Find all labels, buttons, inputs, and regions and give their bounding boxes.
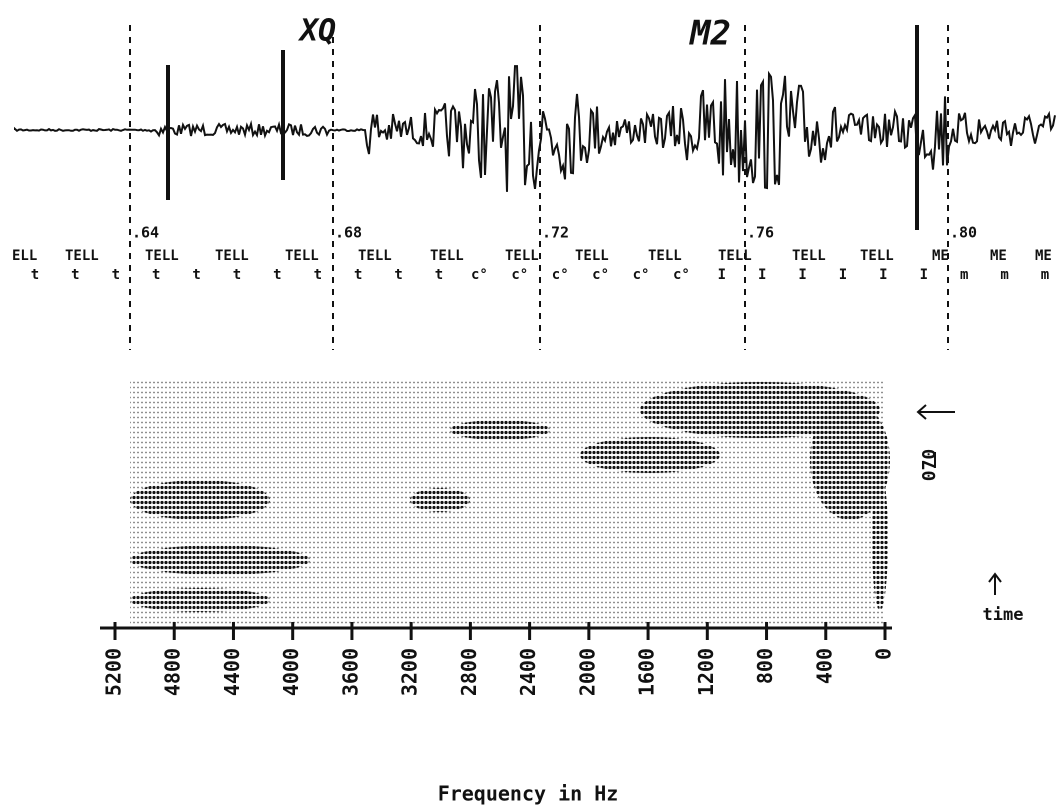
time-mark: .72 bbox=[542, 224, 569, 242]
phone-label: t bbox=[152, 267, 160, 283]
phone-label: t bbox=[354, 267, 362, 283]
phone-label: I bbox=[718, 267, 726, 283]
word-label: ELL bbox=[12, 248, 37, 264]
time-mark: .76 bbox=[747, 224, 774, 242]
word-label: TELL bbox=[718, 248, 752, 264]
phone-label: t bbox=[435, 267, 443, 283]
phone-label: t bbox=[31, 267, 39, 283]
phone-label: I bbox=[920, 267, 928, 283]
phone-label: t bbox=[314, 267, 322, 283]
word-label: TELL bbox=[65, 248, 99, 264]
tick-label: 1600 bbox=[635, 648, 659, 696]
phone-label: m bbox=[960, 267, 968, 283]
time-mark: .64 bbox=[132, 224, 159, 242]
phone-label: c° bbox=[633, 267, 650, 283]
phone-label: I bbox=[879, 267, 887, 283]
word-label: ME bbox=[990, 248, 1007, 264]
word-label: TELL bbox=[648, 248, 682, 264]
phone-label: t bbox=[112, 267, 120, 283]
waveform bbox=[14, 65, 1056, 192]
tick-label: 5200 bbox=[102, 648, 126, 696]
tick-label: 3200 bbox=[398, 648, 422, 696]
tick-label: 2400 bbox=[516, 648, 540, 696]
word-label: ME bbox=[1035, 248, 1052, 264]
phone-label: c° bbox=[552, 267, 569, 283]
word-label: TELL bbox=[792, 248, 826, 264]
phone-label: c° bbox=[592, 267, 609, 283]
spectrogram bbox=[100, 380, 892, 630]
tick-label: 4000 bbox=[279, 648, 303, 696]
phone-label: m bbox=[1041, 267, 1049, 283]
word-label: TELL bbox=[575, 248, 609, 264]
tick-label: 2000 bbox=[575, 648, 599, 696]
tick-label: 3600 bbox=[338, 648, 362, 696]
word-label: TELL bbox=[285, 248, 319, 264]
word-label: ME bbox=[932, 248, 949, 264]
phone-label: t bbox=[233, 267, 241, 283]
tick-label: 1200 bbox=[694, 648, 718, 696]
phone-label: I bbox=[839, 267, 847, 283]
phone-label: t bbox=[192, 267, 200, 283]
axis-title: Frequency in Hz bbox=[438, 782, 619, 805]
phone-label: c° bbox=[511, 267, 528, 283]
phone-label: I bbox=[758, 267, 766, 283]
word-label: TELL bbox=[860, 248, 894, 264]
word-label: TELL bbox=[505, 248, 539, 264]
tick-label: 400 bbox=[812, 648, 836, 684]
phone-label: t bbox=[71, 267, 79, 283]
word-label: TELL bbox=[430, 248, 464, 264]
time-mark: .68 bbox=[335, 224, 362, 242]
formant-regions bbox=[130, 382, 890, 612]
tick-label: 2800 bbox=[457, 648, 481, 696]
tick-label: 0 bbox=[872, 648, 896, 660]
tick-label: 800 bbox=[753, 648, 777, 684]
word-label: TELL bbox=[145, 248, 179, 264]
time-label: time bbox=[983, 605, 1024, 625]
phone-label: c° bbox=[471, 267, 488, 283]
segment-mark: XQ bbox=[297, 14, 336, 49]
phone-label: m bbox=[1000, 267, 1008, 283]
word-label: TELL bbox=[358, 248, 392, 264]
phone-label: t bbox=[273, 267, 281, 283]
tick-label: 4400 bbox=[220, 648, 244, 696]
side-label: 070 bbox=[919, 449, 940, 482]
word-label: TELL bbox=[215, 248, 249, 264]
time-mark: .80 bbox=[950, 224, 977, 242]
time-dividers bbox=[129, 25, 949, 350]
stress-mark: M2 bbox=[689, 14, 731, 54]
phone-label: I bbox=[798, 267, 806, 283]
phone-label: c° bbox=[673, 267, 690, 283]
side-arrow bbox=[916, 404, 1002, 595]
tick-label: 4800 bbox=[161, 648, 185, 696]
phone-label: t bbox=[394, 267, 402, 283]
